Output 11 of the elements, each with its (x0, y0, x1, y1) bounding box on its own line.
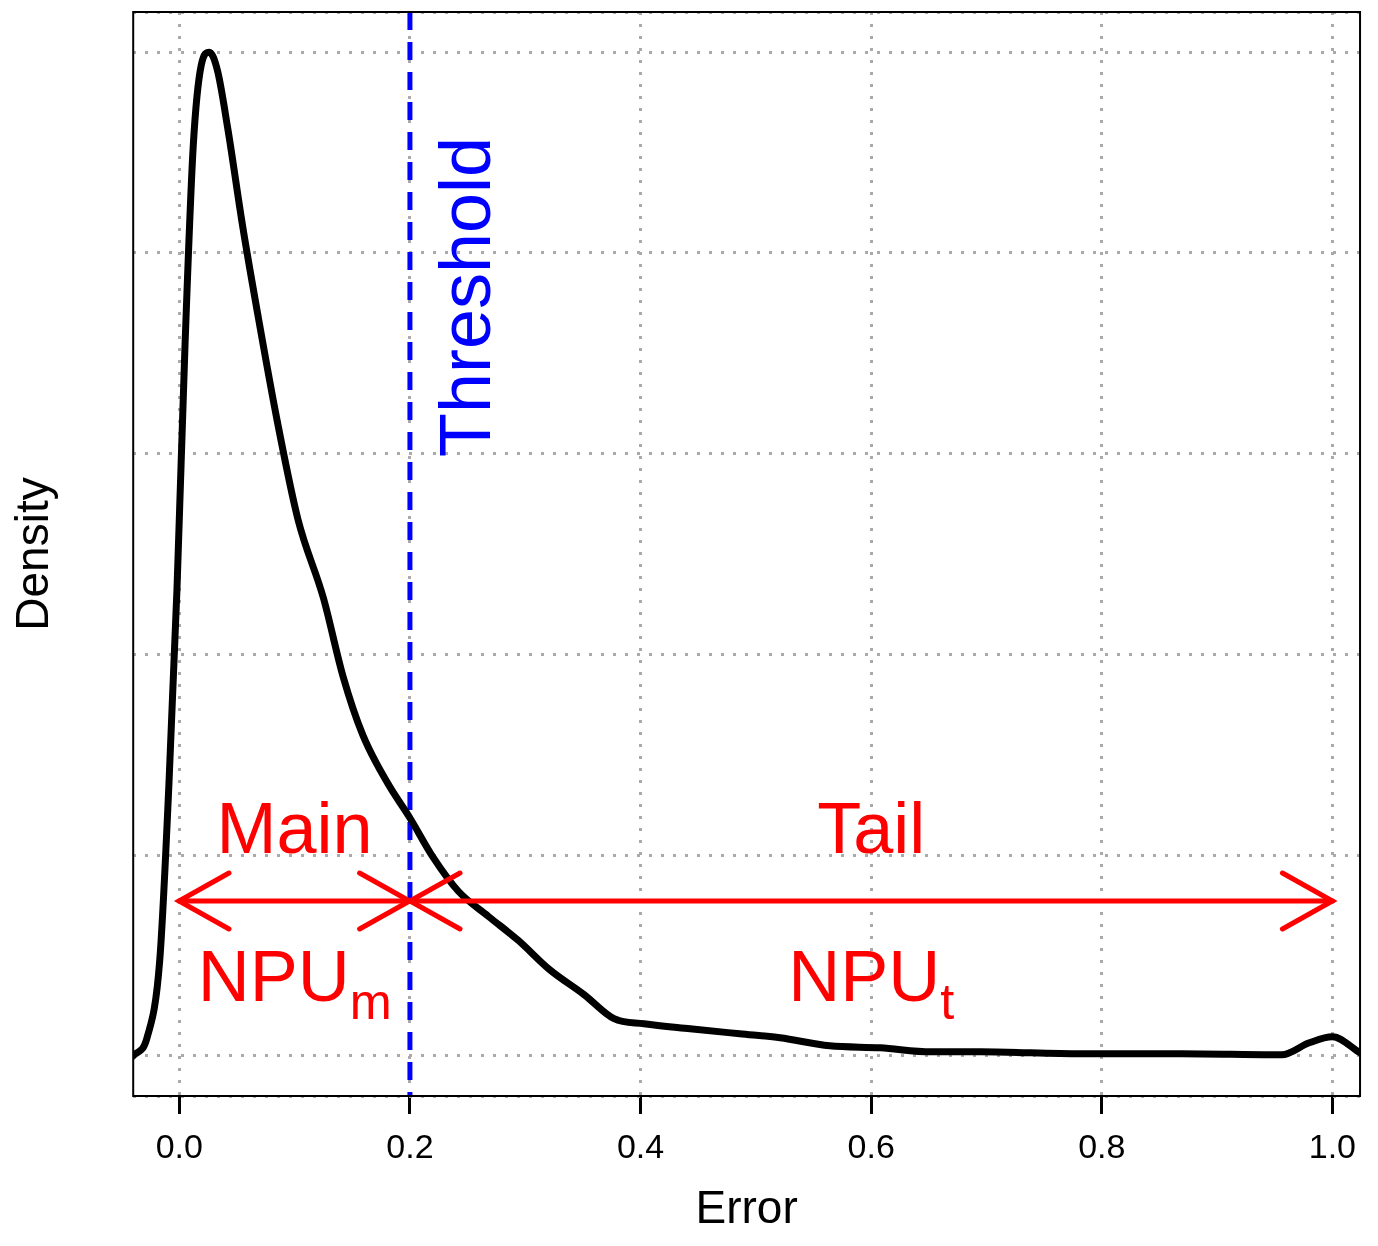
x-tick-label: 1.0 (1308, 1126, 1356, 1165)
x-tick-label: 0.2 (386, 1126, 434, 1165)
x-tick-label: 0.0 (155, 1126, 203, 1165)
x-tick-label: 0.6 (847, 1126, 895, 1165)
x-axis-title: Error (695, 1181, 798, 1234)
annotation: Main (216, 787, 373, 868)
y-axis-title: Density (6, 477, 59, 631)
ref-line-label: Threshold (424, 136, 505, 458)
x-tick-label: 0.8 (1078, 1126, 1126, 1165)
annotation: Tail (817, 787, 926, 868)
x-tick-label: 0.4 (616, 1126, 665, 1165)
